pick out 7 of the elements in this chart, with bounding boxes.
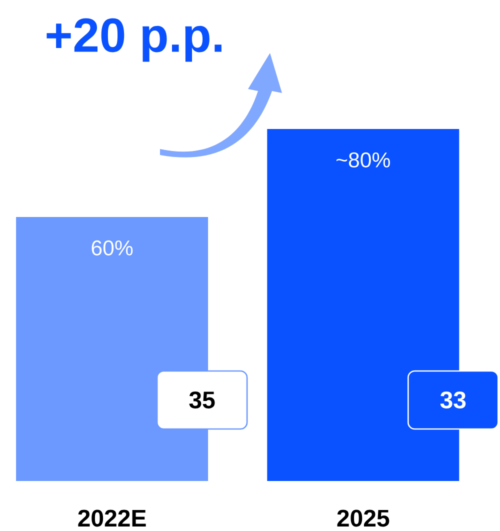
annotation: 35 [189,391,215,409]
annotation: 33 [440,391,466,409]
data-label: 60% [92,240,133,256]
x-tick-label: 2025 [337,510,390,527]
x-tick-label: 2022E [78,510,146,527]
data-label: ~80% [336,152,390,168]
chart-title: +20 p.p. [46,18,222,62]
